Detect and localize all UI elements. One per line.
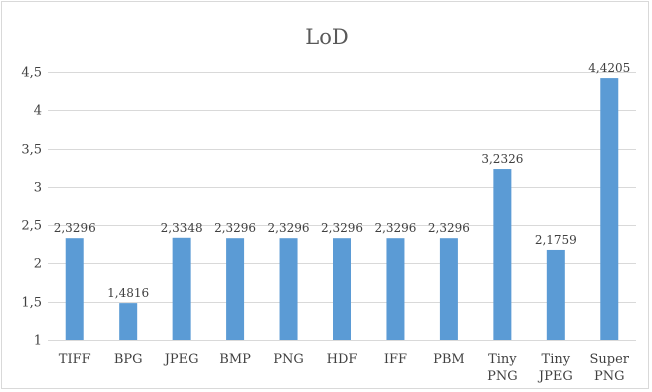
y-tick-label: 1 <box>34 334 42 349</box>
x-tick-label: PNG <box>273 352 304 367</box>
bar <box>439 238 458 340</box>
data-label: 4,4205 <box>588 61 630 75</box>
data-label: 2,3296 <box>54 221 96 235</box>
bar <box>333 238 351 340</box>
bar <box>279 238 298 340</box>
chart-title: LoD <box>305 25 348 49</box>
bar <box>386 238 405 340</box>
x-tick-label: HDF <box>327 352 358 367</box>
x-tick-label: Super PNG <box>590 352 630 384</box>
data-label: 3,2326 <box>481 152 523 166</box>
y-tick-label: 2 <box>34 257 42 272</box>
y-tick-label: 3 <box>34 181 42 196</box>
y-tick-label: 4 <box>34 104 42 119</box>
data-label: 2,3296 <box>374 221 416 235</box>
x-tick-label: BMP <box>219 352 251 367</box>
data-label: 2,3296 <box>321 221 363 235</box>
x-tick-label: Tiny PNG <box>487 352 518 384</box>
x-tick-label: IFF <box>384 352 407 367</box>
bar <box>119 303 138 340</box>
gridlines <box>48 72 636 341</box>
bar <box>493 169 512 340</box>
data-label: 2,1759 <box>535 233 577 247</box>
data-labels: 2,3296 1,4816 2,3348 2,3296 2,3296 2,3296 2,32… <box>54 61 631 300</box>
x-tick-label: PBM <box>433 352 465 367</box>
data-label: 1,4816 <box>107 286 149 300</box>
bar <box>65 238 84 340</box>
bar <box>172 237 191 340</box>
bars <box>65 78 619 340</box>
bar <box>226 238 245 340</box>
x-tick-label: BPG <box>114 352 143 367</box>
x-axis-categories: TIFF BPG JPEG BMP PNG HDF IFF PBM Tiny PNG Tiny JPE… <box>59 352 630 384</box>
x-tick-label: TIFF <box>59 352 91 367</box>
x-tick-label: JPEG <box>163 352 199 367</box>
data-label: 2,3296 <box>214 221 256 235</box>
bar <box>600 78 619 340</box>
y-tick-label: 3,5 <box>21 143 42 158</box>
bar <box>546 249 565 340</box>
data-label: 2,3348 <box>161 221 203 235</box>
y-tick-label: 2,5 <box>21 219 42 234</box>
y-tick-label: 1,5 <box>21 296 42 311</box>
x-tick-label: Tiny JPEG <box>537 352 573 384</box>
data-label: 2,3296 <box>268 221 310 235</box>
y-axis-ticks: 1 1,5 2 2,5 3 3,5 4 4,5 <box>21 66 42 349</box>
y-tick-label: 4,5 <box>21 66 42 81</box>
data-label: 2,3296 <box>428 221 470 235</box>
